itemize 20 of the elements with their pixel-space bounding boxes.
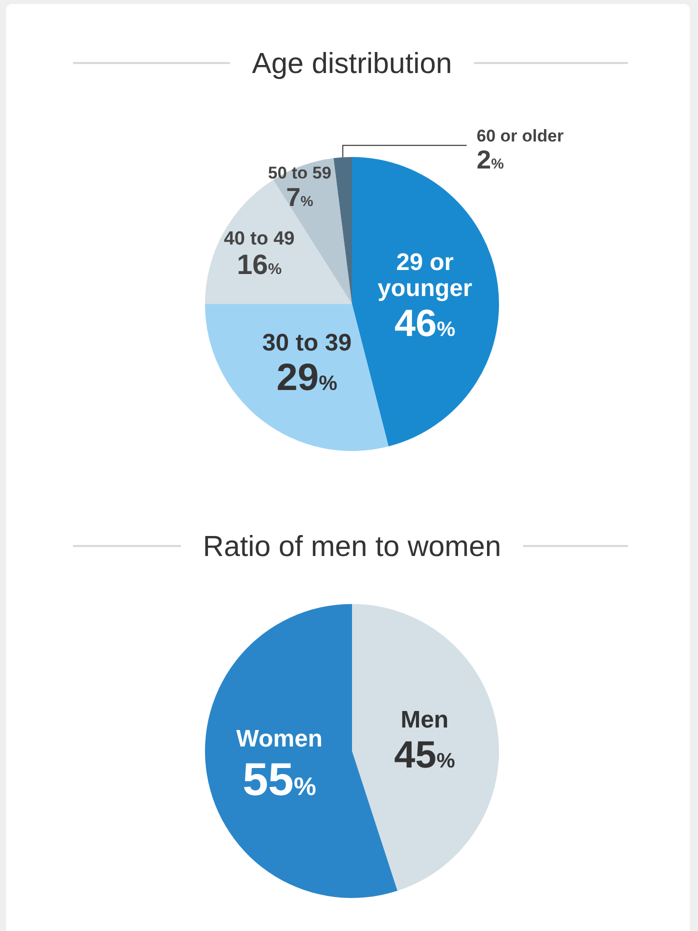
data-label: 55% — [242, 753, 316, 805]
slice-label: 29 or younger — [378, 248, 472, 302]
chart-title: Age distribution — [252, 48, 452, 80]
slice-label: 30 to 39 — [262, 329, 352, 356]
data-label: 7% — [286, 182, 314, 212]
pie-slice — [205, 304, 389, 451]
pie-slice — [334, 157, 352, 304]
data-label: 2% — [476, 144, 504, 175]
data-label: 45% — [394, 734, 456, 777]
data-label: 46% — [394, 303, 456, 346]
slice-label: 40 to 49 — [224, 228, 295, 250]
slice-label: 60 or older — [476, 126, 564, 146]
slice-label: 50 to 59 — [268, 164, 332, 183]
pie-slice — [205, 180, 352, 304]
pie-slice — [352, 604, 499, 891]
slice-label: Women — [236, 726, 323, 753]
slice-label: Men — [400, 706, 449, 734]
chart-title: Ratio of men to women — [202, 531, 502, 563]
data-label: 16% — [236, 249, 282, 280]
data-label: 29% — [276, 357, 338, 400]
